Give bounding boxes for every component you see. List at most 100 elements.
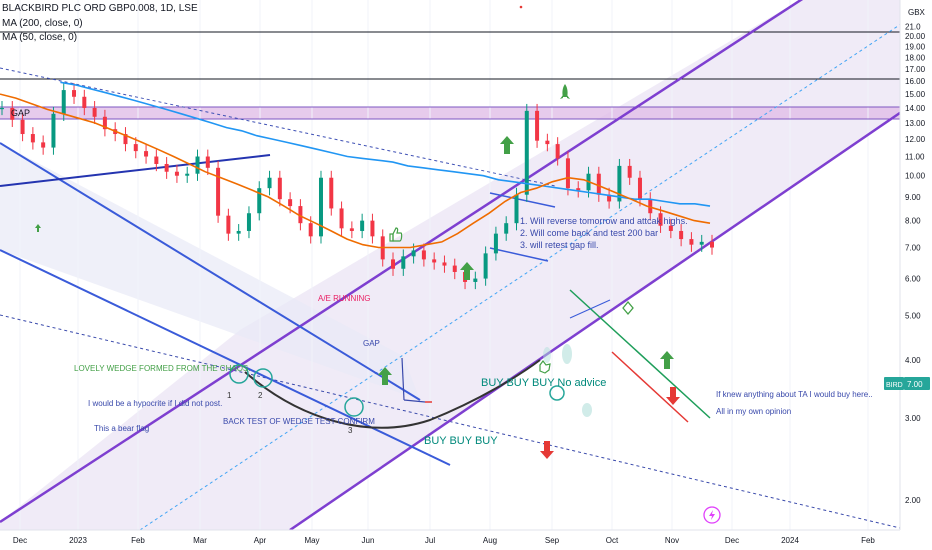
price-candle[interactable] <box>10 107 15 120</box>
legend-title[interactable]: BLACKBIRD PLC ORD GBP0.008, 1D, LSE <box>2 3 198 14</box>
aug-lower-line[interactable] <box>489 247 549 262</box>
price-candle[interactable] <box>555 144 560 159</box>
price-candle[interactable] <box>699 241 704 245</box>
circle-marker-2[interactable] <box>253 368 273 388</box>
price-candle[interactable] <box>226 215 231 234</box>
price-candle[interactable] <box>565 158 570 189</box>
price-candle[interactable] <box>216 167 221 216</box>
price-candle[interactable] <box>185 173 190 176</box>
price-candle[interactable] <box>51 113 56 148</box>
price-candle[interactable] <box>329 177 334 209</box>
circle-marker-1[interactable] <box>229 364 249 384</box>
price-candle[interactable] <box>123 134 128 145</box>
price-candle[interactable] <box>61 90 66 114</box>
dashed-channel-mid[interactable] <box>139 18 910 530</box>
price-candle[interactable] <box>30 134 35 143</box>
price-candle[interactable] <box>432 259 437 263</box>
down-arrow-icon[interactable] <box>666 387 680 405</box>
price-candle[interactable] <box>411 250 416 257</box>
price-candle[interactable] <box>41 142 46 148</box>
price-candle[interactable] <box>0 107 4 110</box>
price-candle[interactable] <box>133 144 138 152</box>
dashed-trendline-top[interactable] <box>0 67 556 187</box>
wedge-upper-line[interactable] <box>0 142 421 401</box>
price-candle[interactable] <box>627 165 632 178</box>
price-candle[interactable] <box>535 110 540 141</box>
price-candle[interactable] <box>349 228 354 231</box>
price-candle[interactable] <box>617 165 622 202</box>
price-candle[interactable] <box>596 173 601 195</box>
price-candle[interactable] <box>648 199 653 214</box>
price-candle[interactable] <box>689 239 694 245</box>
price-candle[interactable] <box>668 225 673 231</box>
down-arrow-icon[interactable] <box>540 441 554 459</box>
price-candle[interactable] <box>679 230 684 240</box>
price-candle[interactable] <box>514 194 519 224</box>
price-candle[interactable] <box>102 116 107 130</box>
price-candle[interactable] <box>246 213 251 231</box>
ma200-line[interactable] <box>60 81 711 207</box>
price-candle[interactable] <box>298 206 303 224</box>
price-candle[interactable] <box>493 233 498 254</box>
flag-lower-line[interactable] <box>611 351 689 423</box>
circle-marker-3[interactable] <box>344 397 364 417</box>
price-candle[interactable] <box>174 171 179 176</box>
circle-marker-4[interactable] <box>549 385 565 401</box>
flag-cross-line[interactable] <box>569 299 611 319</box>
price-candle[interactable] <box>442 262 447 266</box>
price-candle[interactable] <box>318 177 323 237</box>
lightning-icon[interactable] <box>703 506 721 524</box>
price-candle[interactable] <box>144 151 149 157</box>
price-candle[interactable] <box>370 220 375 237</box>
price-candle[interactable] <box>20 119 25 135</box>
price-candle[interactable] <box>72 90 77 97</box>
jun-base-line[interactable] <box>403 399 426 403</box>
price-candle[interactable] <box>421 250 426 260</box>
up-arrow-icon[interactable] <box>660 351 674 369</box>
wedge-top-line[interactable] <box>0 154 271 187</box>
ma50-line[interactable] <box>0 93 711 249</box>
price-axis[interactable]: GBX 2.00 3.00 4.00 5.00 6.00 7.00 8.00 9.00 10.0… <box>899 0 932 550</box>
cup-curve[interactable] <box>244 359 541 429</box>
price-candle[interactable] <box>205 156 210 168</box>
recycle-icon[interactable] <box>622 300 634 316</box>
price-candle[interactable] <box>154 156 159 164</box>
wedge-lower-line[interactable] <box>0 249 451 466</box>
legend-ma50[interactable]: MA (50, close, 0) <box>2 32 78 43</box>
price-candle[interactable] <box>288 199 293 207</box>
price-candle[interactable] <box>92 107 97 117</box>
price-candle[interactable] <box>524 110 529 195</box>
up-arrow-icon[interactable] <box>500 136 514 154</box>
price-candle[interactable] <box>339 208 344 229</box>
price-candle[interactable] <box>308 223 313 237</box>
up-arrow-icon[interactable] <box>460 262 474 280</box>
flag-upper-line[interactable] <box>569 289 711 419</box>
price-candle[interactable] <box>637 177 642 200</box>
price-candle[interactable] <box>257 188 262 214</box>
price-candle[interactable] <box>658 213 663 226</box>
price-candle[interactable] <box>473 278 478 282</box>
price-candle[interactable] <box>710 241 714 248</box>
price-candle[interactable] <box>164 163 169 172</box>
up-arrow-icon[interactable] <box>378 367 392 385</box>
price-candle[interactable] <box>360 220 365 231</box>
hand-icon[interactable] <box>539 360 551 374</box>
price-candle[interactable] <box>391 259 396 269</box>
price-candle[interactable] <box>82 96 87 108</box>
legend-ma200[interactable]: MA (200, close, 0) <box>2 18 83 29</box>
price-candle[interactable] <box>401 256 406 269</box>
thumbs-up-icon[interactable] <box>389 227 403 242</box>
price-candle[interactable] <box>504 223 509 234</box>
price-candle[interactable] <box>267 177 272 189</box>
price-candle[interactable] <box>452 265 457 272</box>
jun-vertical-line[interactable] <box>401 357 405 401</box>
price-candle[interactable] <box>576 188 581 191</box>
price-candle[interactable] <box>545 140 550 145</box>
price-candle[interactable] <box>236 230 241 234</box>
time-axis[interactable]: Dec 2023 Feb Mar Apr May Jun Jul Aug Sep Oct Nov Dec… <box>0 529 932 550</box>
rocket-icon[interactable] <box>560 84 570 99</box>
price-candle[interactable] <box>483 253 488 279</box>
price-candle[interactable] <box>607 194 612 202</box>
price-candle[interactable] <box>195 156 200 174</box>
